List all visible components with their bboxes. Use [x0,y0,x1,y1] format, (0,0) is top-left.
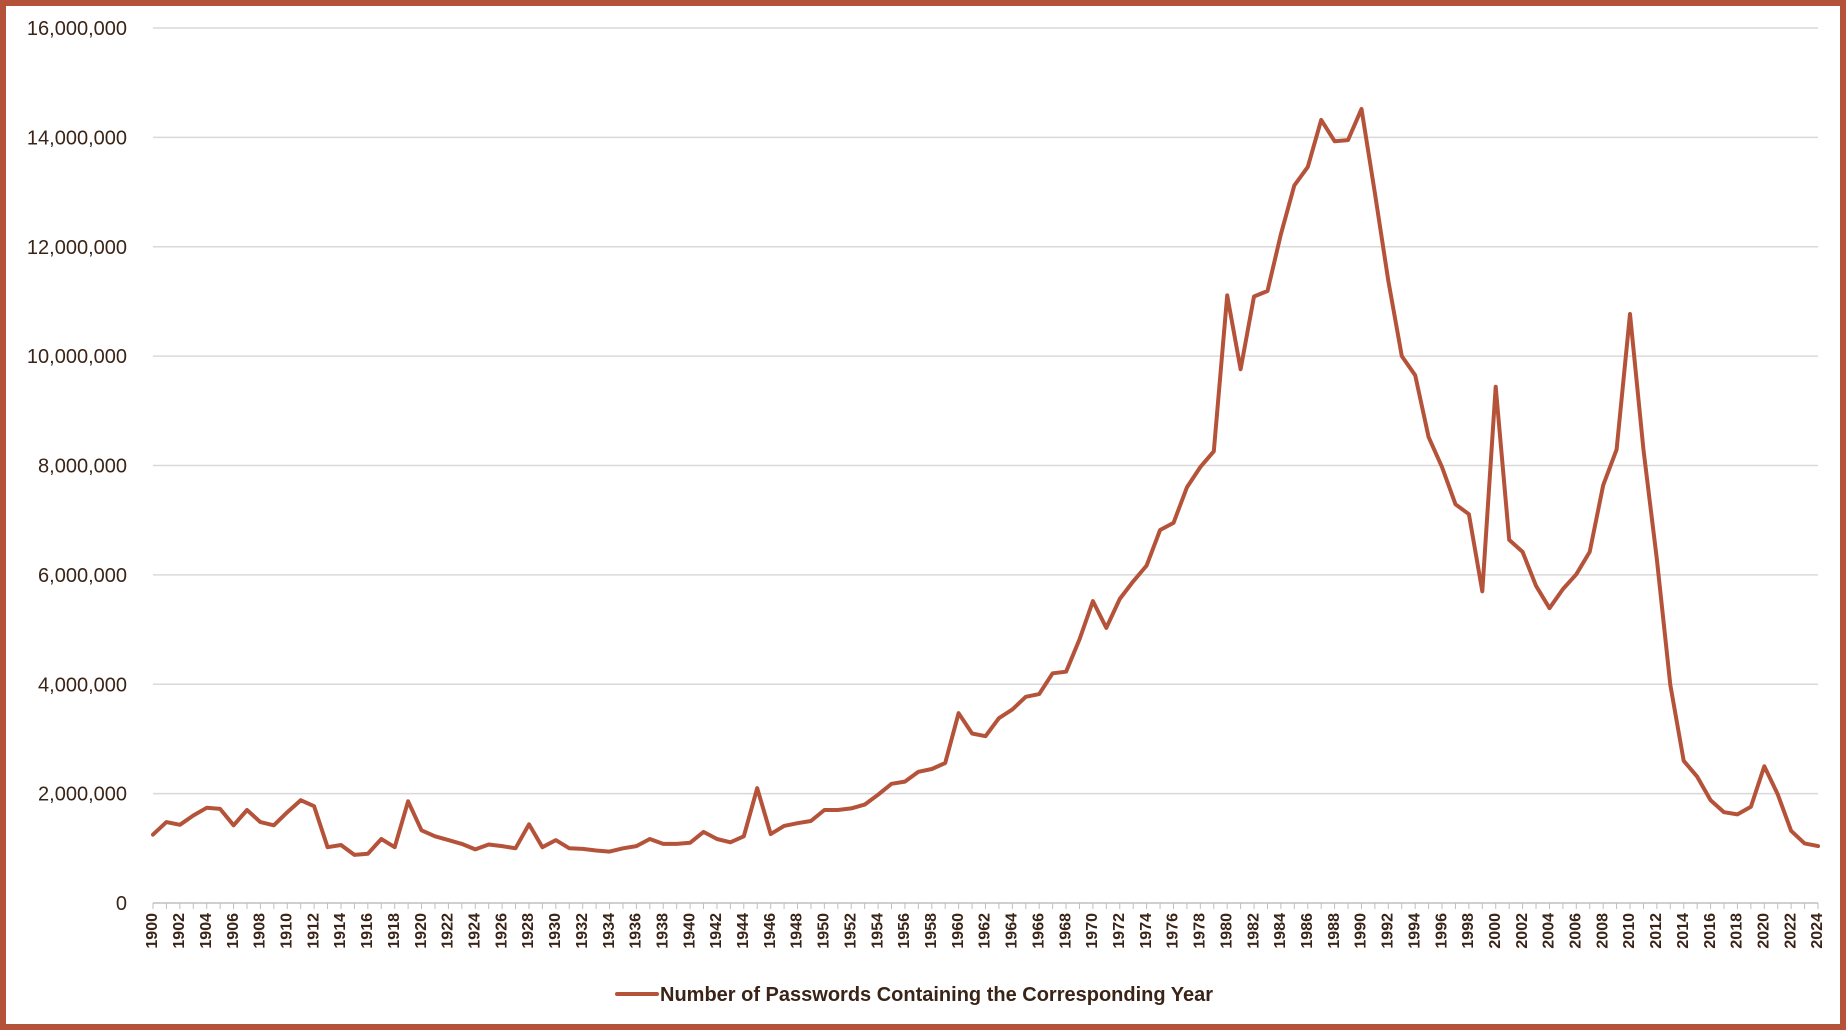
x-tick-label: 1936 [628,913,645,949]
x-tick-label: 2012 [1648,913,1665,949]
y-tick-label: 10,000,000 [27,346,127,368]
x-tick-label: 1956 [896,913,913,949]
x-tick-label: 1920 [413,913,430,949]
x-tick-label: 1922 [440,913,457,949]
x-tick-label: 1980 [1218,913,1235,949]
x-tick-label: 1924 [466,913,483,949]
x-tick-label: 1984 [1272,913,1289,949]
x-tick-label: 1912 [305,913,322,949]
x-tick-label: 2010 [1621,913,1638,949]
x-tick-label: 1930 [547,913,564,949]
x-tick-label: 1990 [1353,913,1370,949]
y-tick-label: 6,000,000 [38,565,127,587]
x-tick-label: 1992 [1380,913,1397,949]
y-tick-label: 8,000,000 [38,456,127,478]
y-tick-label: 4,000,000 [38,674,127,696]
x-tick-label: 1994 [1406,913,1423,949]
x-tick-label: 1946 [762,913,779,949]
y-tick-label: 14,000,000 [27,127,127,149]
x-tick-label: 1904 [198,913,215,949]
x-tick-label: 1986 [1299,913,1316,949]
x-tick-label: 2024 [1809,913,1826,949]
x-tick-label: 1916 [359,913,376,949]
gridlines [153,27,1818,795]
x-tick-label: 1958 [923,913,940,949]
x-tick-label: 2018 [1729,913,1746,949]
x-tick-label: 1962 [977,913,994,949]
legend-label: Number of Passwords Containing the Corre… [660,984,1213,1006]
x-tick-label: 1950 [816,913,833,949]
x-tick-label: 1908 [252,913,269,949]
x-tick-label: 2004 [1541,913,1558,949]
x-tick-label: 1900 [144,913,161,949]
x-tick-label: 1942 [708,913,725,949]
x-tick-label: 2014 [1675,913,1692,949]
x-tick-label: 1970 [1084,913,1101,949]
x-tick-label: 1944 [735,913,752,949]
y-tick-label: 2,000,000 [38,784,127,806]
x-tick-label: 1940 [681,913,698,949]
x-tick-label: 1918 [386,913,403,949]
x-tick-label: 1978 [1192,913,1209,949]
x-tick-label: 1938 [654,913,671,949]
x-tick-label: 1996 [1433,913,1450,949]
legend: Number of Passwords Containing the Corre… [615,984,1213,1006]
x-tick-label: 1982 [1245,913,1262,949]
x-tick-label: 1926 [493,913,510,949]
x-tick-label: 1952 [842,913,859,949]
x-tick-label: 1960 [950,913,967,949]
x-tick-label: 1988 [1326,913,1343,949]
x-tick-label: 1914 [332,913,349,949]
x-tick-label: 1972 [1111,913,1128,949]
x-tick-label: 1966 [1030,913,1047,949]
x-tick-label: 1964 [1004,913,1021,949]
x-tick-label: 1932 [574,913,591,949]
x-tick-label: 1910 [278,913,295,949]
x-tick-label: 1934 [601,913,618,949]
x-tick-label: 2006 [1568,913,1585,949]
y-axis-ticks: 0 2,000,000 4,000,000 6,000,000 8,000,000 10,… [27,18,127,915]
x-tick-label: 1998 [1460,913,1477,949]
x-tick-label: 2000 [1487,913,1504,949]
y-tick-label: 0 [116,893,127,915]
x-tick-label: 2016 [1702,913,1719,949]
x-tick-label: 1976 [1165,913,1182,949]
y-tick-label: 16,000,000 [27,18,127,40]
x-tick-label: 1974 [1138,913,1155,949]
series-line [151,106,1820,857]
x-tick-label: 1902 [171,913,188,949]
x-tick-label: 1948 [789,913,806,949]
x-tick-label: 2002 [1514,913,1531,949]
x-axis-ticks: 1900 1902 1904 1906 1908 1910 1912 1914 1916 1918… [144,903,1826,949]
x-tick-label: 1928 [520,913,537,949]
x-tick-label: 1906 [225,913,242,949]
x-tick-label: 1954 [869,913,886,949]
series-layer [151,106,1820,857]
x-tick-label: 2020 [1756,913,1773,949]
x-tick-label: 2022 [1782,913,1799,949]
x-tick-label: 2008 [1594,913,1611,949]
y-tick-label: 12,000,000 [27,237,127,259]
x-tick-label: 1968 [1057,913,1074,949]
